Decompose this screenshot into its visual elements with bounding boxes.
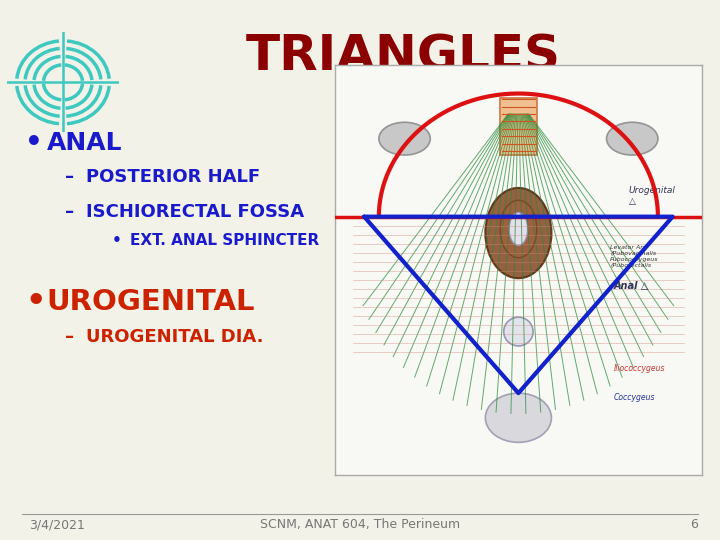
Ellipse shape bbox=[504, 317, 533, 346]
Text: –: – bbox=[65, 328, 74, 347]
Text: •: • bbox=[25, 129, 43, 157]
Text: ANAL: ANAL bbox=[47, 131, 122, 155]
Text: Urogenital
△: Urogenital △ bbox=[629, 186, 675, 206]
Text: TRIANGLES: TRIANGLES bbox=[246, 33, 561, 80]
Text: UROGENITAL DIA.: UROGENITAL DIA. bbox=[86, 328, 264, 347]
Text: UROGENITAL: UROGENITAL bbox=[47, 288, 256, 316]
Text: Levator Ani
(Pubovaginalis
Pubococcygeus
(Puborectalis: Levator Ani (Pubovaginalis Pubococcygeus… bbox=[611, 245, 659, 268]
Text: ISCHIORECTAL FOSSA: ISCHIORECTAL FOSSA bbox=[86, 202, 305, 221]
Text: 3/4/2021: 3/4/2021 bbox=[29, 518, 85, 531]
Ellipse shape bbox=[509, 213, 528, 245]
Text: Coccygeus: Coccygeus bbox=[614, 393, 655, 402]
Text: •: • bbox=[112, 233, 122, 248]
Text: •: • bbox=[25, 287, 45, 318]
Ellipse shape bbox=[485, 188, 552, 278]
Text: EXT. ANAL SPHINCTER: EXT. ANAL SPHINCTER bbox=[130, 233, 319, 248]
Text: 6: 6 bbox=[690, 518, 698, 531]
Text: –: – bbox=[65, 202, 74, 221]
Text: Anal △: Anal △ bbox=[614, 281, 649, 292]
Text: POSTERIOR HALF: POSTERIOR HALF bbox=[86, 168, 261, 186]
Ellipse shape bbox=[485, 393, 552, 442]
Text: –: – bbox=[65, 168, 74, 186]
Text: SCNM, ANAT 604, The Perineum: SCNM, ANAT 604, The Perineum bbox=[260, 518, 460, 531]
Ellipse shape bbox=[606, 122, 658, 155]
Text: Iliococcygeus: Iliococcygeus bbox=[614, 364, 665, 373]
Ellipse shape bbox=[500, 200, 537, 258]
Bar bbox=[500, 98, 537, 155]
Ellipse shape bbox=[379, 122, 431, 155]
